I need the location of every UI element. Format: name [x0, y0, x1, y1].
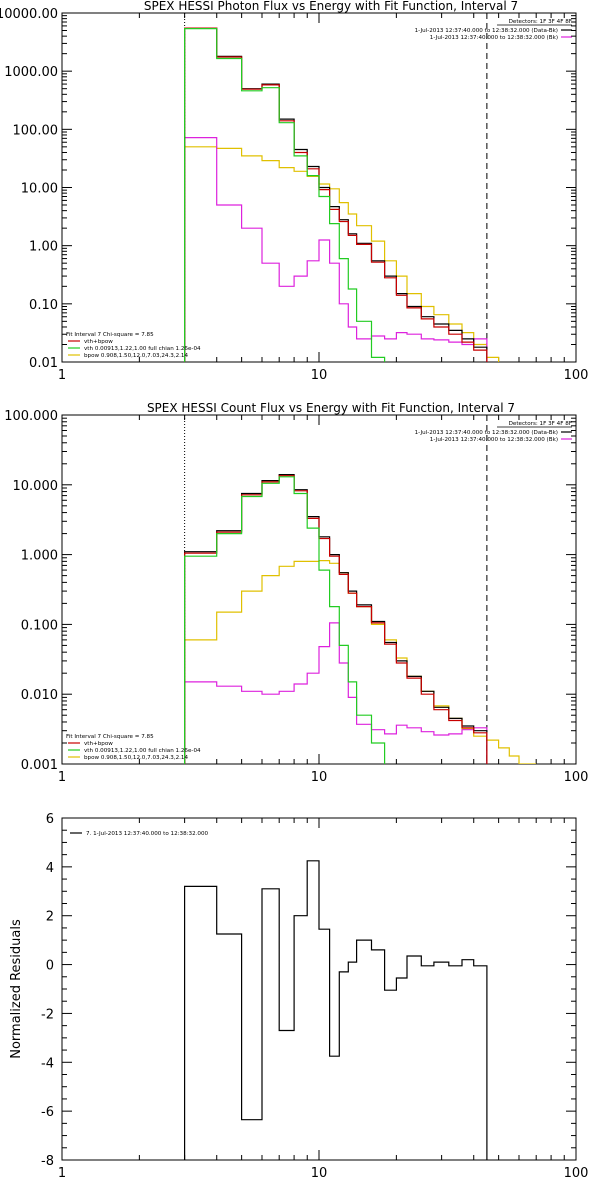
legend-entry: 1-Jul-2013 12:37:40.000 to 12:38:32.000 …: [430, 437, 558, 443]
y-tick-label: 1.000: [21, 549, 58, 564]
x-tick-label: 10: [311, 770, 328, 785]
plot-frame: [61, 414, 577, 765]
series-5-line: [184, 622, 488, 764]
y-tick-label: 10.000: [13, 479, 59, 494]
y-tick-label: -6: [41, 1105, 54, 1120]
series-4-line: [184, 146, 500, 362]
y-tick-label: -2: [41, 1007, 54, 1022]
chart-title: SPEX HESSI Photon Flux vs Energy with Fi…: [144, 0, 518, 13]
x-tick-label: 10: [311, 368, 328, 383]
y-axis-label: Normalized Residuals: [9, 919, 24, 1059]
residuals-legend: 7. 1-Jul-2013 12:37:40.000 to 12:38:32.0…: [86, 831, 209, 837]
fit-interval-label: Fit Interval 7 Chi-square = 7.85: [66, 734, 154, 740]
detectors-label: Detectors: 1F 3F 4F 8F: [509, 421, 572, 427]
y-tick-label: -4: [41, 1056, 54, 1071]
x-tick-label: 1: [58, 368, 66, 383]
x-tick-label: 1: [58, 770, 66, 785]
series-1-line: [184, 474, 488, 764]
panel-residuals: 1 10 100 6 4 2 0 -2 -4 -6 -8 Normalized Residuals 7.…: [9, 812, 588, 1181]
fit-component-label: bpow 0.908,1.50,12.0,7.03,24.3,2.14: [84, 755, 188, 761]
panel-count: SPEX HESSI Count Flux vs Energy with Fit…: [4, 401, 588, 785]
series-2-line: [184, 475, 488, 764]
x-tick-label: 1: [58, 1166, 66, 1181]
y-tick-label: 10000.00: [0, 7, 58, 22]
fit-component-label: vth 0.00913,1.22,1.00 full chian 1.26e-0…: [84, 346, 201, 352]
x-tick-label: 10: [311, 1166, 328, 1181]
y-tick-label: 100.00: [13, 123, 59, 138]
y-tick-label: 1.00: [29, 240, 58, 255]
detectors-label: Detectors: 1F 3F 4F 8F: [509, 19, 572, 25]
y-tick-label: 10.00: [21, 182, 58, 197]
fit-component-label: vth+bpow: [84, 339, 113, 345]
y-tick-label: 0.01: [29, 356, 58, 371]
legend-entry: 1-Jul-2013 12:37:40.000 to 12:38:32.000 …: [415, 430, 558, 436]
x-tick-label: 100: [564, 368, 589, 383]
y-tick-label: 0.010: [21, 688, 58, 703]
legend-entry: 1-Jul-2013 12:37:40.000 to 12:38:32.000 …: [415, 28, 558, 34]
series-2-line: [184, 27, 488, 362]
fit-interval-label: Fit Interval 7 Chi-square = 7.85: [66, 332, 154, 338]
series-5-line: [184, 137, 488, 362]
y-tick-label: 0.100: [21, 618, 58, 633]
legend-entry: 1-Jul-2013 12:37:40.000 to 12:38:32.000 …: [430, 35, 558, 41]
series-3-line: [184, 28, 386, 362]
x-tick-label: 100: [564, 1166, 589, 1181]
fit-component-label: vth+bpow: [84, 741, 113, 747]
y-tick-label: 1000.00: [4, 65, 58, 80]
series-4-line: [184, 560, 537, 764]
y-tick-label: 100.000: [4, 409, 58, 424]
y-tick-label: -8: [41, 1154, 54, 1169]
series-3-line: [184, 476, 386, 764]
series-1-line: [184, 860, 488, 1160]
y-tick-label: 6: [46, 812, 54, 827]
panel-photon: SPEX HESSI Photon Flux vs Energy with Fi…: [0, 0, 588, 383]
y-tick-label: 2: [46, 910, 54, 925]
y-tick-label: 0: [46, 959, 54, 974]
y-tick-label: 0.001: [21, 758, 58, 773]
series-1-line: [184, 27, 488, 362]
fit-component-label: vth 0.00913,1.22,1.00 full chian 1.26e-0…: [84, 748, 201, 754]
fit-component-label: bpow 0.908,1.50,12.0,7.03,24.3,2.14: [84, 353, 188, 359]
chart-title: SPEX HESSI Count Flux vs Energy with Fit…: [147, 401, 515, 415]
y-tick-label: 0.10: [29, 298, 58, 313]
y-tick-label: 4: [46, 861, 54, 876]
x-tick-label: 100: [564, 770, 589, 785]
